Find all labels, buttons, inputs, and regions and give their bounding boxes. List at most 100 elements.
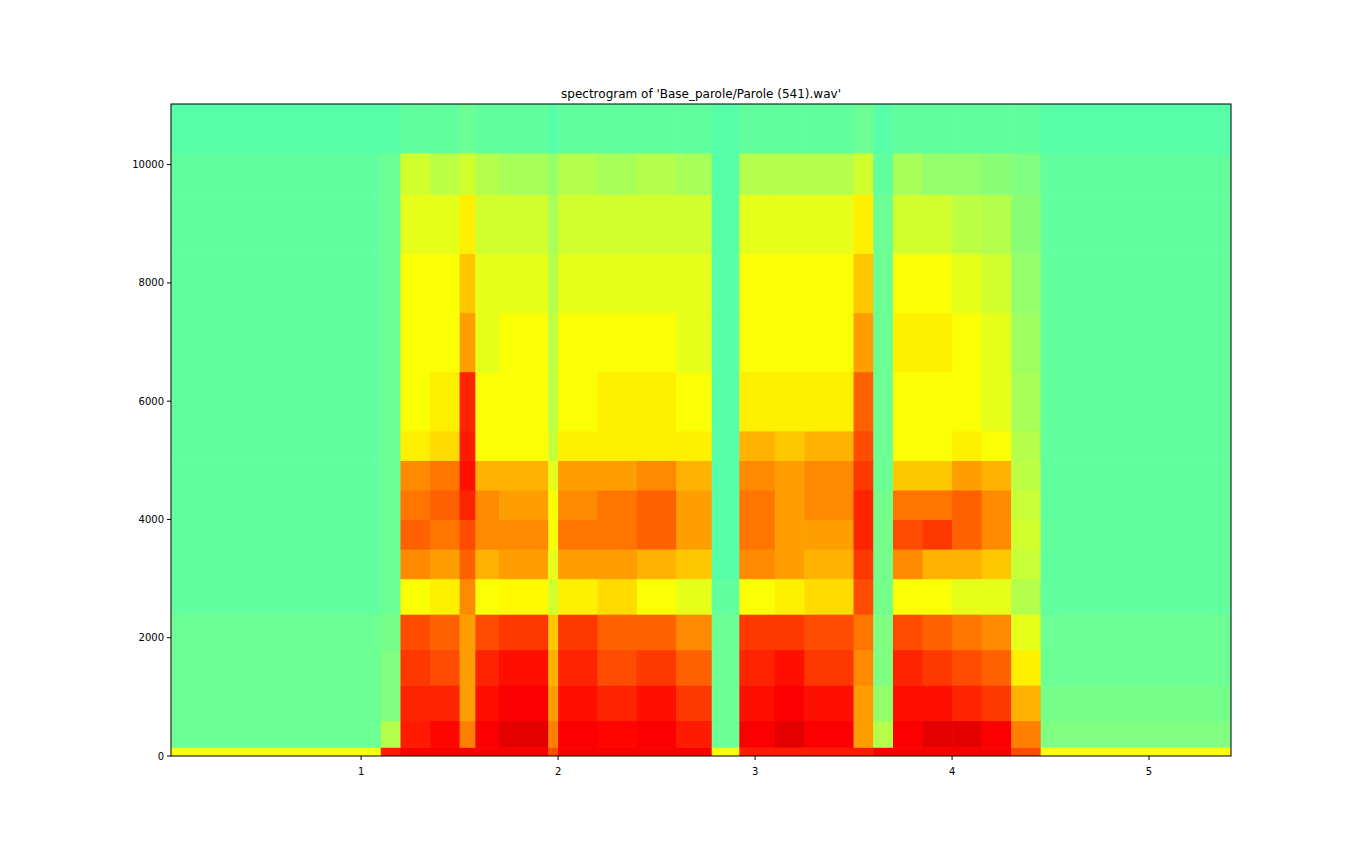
cell — [712, 519, 740, 549]
cell — [430, 104, 460, 153]
cell — [430, 490, 460, 520]
cell — [558, 685, 598, 721]
cell — [400, 650, 430, 686]
cell — [475, 549, 499, 579]
cell — [400, 194, 430, 254]
cell — [923, 460, 953, 490]
cell — [597, 431, 637, 461]
x-tick-label: 2 — [555, 766, 561, 777]
cell — [873, 549, 893, 579]
cell — [548, 721, 558, 748]
cell — [637, 685, 677, 721]
cell — [381, 549, 401, 579]
cell — [676, 253, 712, 313]
cell — [430, 253, 460, 313]
cell — [1011, 490, 1041, 520]
cell — [430, 721, 460, 748]
cell — [804, 614, 854, 650]
cell — [548, 519, 558, 549]
cell — [873, 460, 893, 490]
cells — [171, 104, 1231, 756]
cell — [982, 460, 1012, 490]
cell — [637, 614, 677, 650]
cell — [739, 104, 775, 153]
cell — [430, 312, 460, 372]
cell — [1011, 194, 1041, 254]
x-tick — [755, 756, 756, 760]
cell — [558, 747, 598, 756]
cell — [873, 519, 893, 549]
cell — [952, 614, 982, 650]
cell — [597, 253, 637, 313]
cell — [597, 579, 637, 615]
cell — [637, 650, 677, 686]
cell — [430, 431, 460, 461]
cell — [923, 490, 953, 520]
cell — [952, 579, 982, 615]
cell — [460, 721, 476, 748]
cell — [893, 194, 923, 254]
cell — [804, 253, 854, 313]
x-tick — [952, 756, 953, 760]
cell — [381, 253, 401, 313]
cell — [597, 519, 637, 549]
cell — [548, 579, 558, 615]
cell — [893, 312, 923, 372]
cell — [548, 372, 558, 432]
cell — [400, 460, 430, 490]
cell — [1041, 549, 1231, 579]
cell — [400, 614, 430, 650]
cell — [982, 104, 1012, 153]
cell — [804, 579, 854, 615]
cell — [952, 153, 982, 195]
cell — [893, 519, 923, 549]
cell — [739, 490, 775, 520]
cell — [548, 194, 558, 254]
cell — [460, 650, 476, 686]
cell — [381, 194, 401, 254]
cell — [171, 253, 381, 313]
cell — [475, 431, 499, 461]
cell — [712, 490, 740, 520]
cell — [558, 253, 598, 313]
cell — [1011, 519, 1041, 549]
cell — [854, 312, 874, 372]
cell — [1041, 490, 1231, 520]
cell — [637, 194, 677, 254]
cell — [637, 490, 677, 520]
cell — [460, 431, 476, 461]
cell — [1041, 747, 1231, 756]
cell — [676, 519, 712, 549]
cell — [804, 460, 854, 490]
cell — [873, 650, 893, 686]
cell — [381, 372, 401, 432]
cell — [558, 153, 598, 195]
cell — [1041, 194, 1231, 254]
cell — [775, 153, 805, 195]
cell — [430, 519, 460, 549]
cell — [548, 650, 558, 686]
cell — [1011, 747, 1041, 756]
cell — [775, 460, 805, 490]
cell — [460, 253, 476, 313]
cell — [982, 650, 1012, 686]
y-tick-label: 0 — [158, 751, 164, 762]
cell — [558, 104, 598, 153]
cell — [893, 685, 923, 721]
cell — [676, 312, 712, 372]
y-tick-label: 8000 — [139, 277, 164, 288]
cell — [460, 104, 476, 153]
cell — [400, 312, 430, 372]
cell — [982, 253, 1012, 313]
x-tick-label: 1 — [358, 766, 364, 777]
cell — [1011, 460, 1041, 490]
cell — [775, 614, 805, 650]
cell — [739, 431, 775, 461]
cell — [804, 490, 854, 520]
cell — [499, 519, 549, 549]
cell — [676, 153, 712, 195]
cell — [873, 153, 893, 195]
cell — [1041, 431, 1231, 461]
cell — [558, 372, 598, 432]
cell — [804, 519, 854, 549]
